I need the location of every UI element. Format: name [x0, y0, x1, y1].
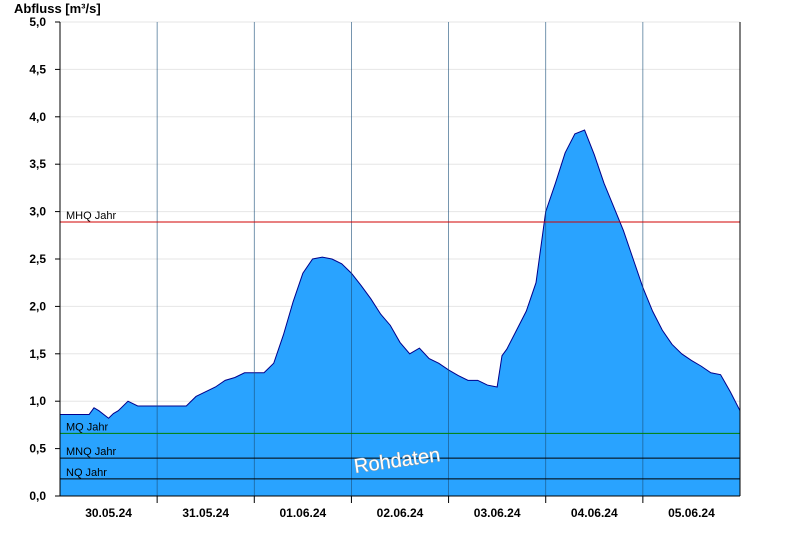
- chart-grid: [60, 21, 740, 450]
- reference-line-label: NQ Jahr: [66, 467, 107, 479]
- chart-reference-lines: MHQ Jahr MQ Jahr MNQ Jahr NQ Jahr: [60, 210, 740, 480]
- x-tick-label: 30.05.24: [85, 506, 132, 520]
- y-tick-label: 2,5: [29, 252, 46, 266]
- discharge-line: [60, 129, 741, 419]
- y-axis-ticks: 0,0 0,5 1,0 1,5 2,0 2,5 3,0 3,5 4,0 4,5 5,0: [29, 15, 60, 503]
- y-tick-label: 4,0: [29, 110, 46, 124]
- x-tick-label: 04.06.24: [571, 506, 618, 520]
- x-tick-label: 05.06.24: [668, 506, 715, 520]
- y-tick-label: 1,5: [29, 347, 46, 361]
- y-tick-label: 0,5: [29, 442, 46, 456]
- x-tick-label: 31.05.24: [182, 506, 229, 520]
- y-tick-label: 5,0: [29, 15, 46, 29]
- y-axis-label: Abfluss [m³/s]: [14, 1, 101, 16]
- x-tick-label: 03.06.24: [474, 506, 521, 520]
- y-tick-label: 2,0: [29, 299, 46, 313]
- chart-area: [60, 129, 741, 496]
- y-tick-label: 1,0: [29, 394, 46, 408]
- y-tick-label: 0,0: [29, 489, 46, 503]
- discharge-area: [60, 130, 740, 496]
- x-tick-label: 01.06.24: [279, 506, 326, 520]
- reference-line-label: MHQ Jahr: [66, 210, 116, 222]
- x-tick-label: 02.06.24: [377, 506, 424, 520]
- chart-day-lines: [156, 22, 644, 496]
- y-tick-label: 3,0: [29, 205, 46, 219]
- reference-line-label: MQ Jahr: [66, 421, 109, 433]
- y-tick-label: 3,5: [29, 157, 46, 171]
- y-tick-label: 4,5: [29, 62, 46, 76]
- x-axis-ticks: 30.05.24 31.05.24 01.06.24 02.06.24 03.06.24…: [85, 496, 715, 520]
- reference-line-label: MNQ Jahr: [66, 446, 116, 458]
